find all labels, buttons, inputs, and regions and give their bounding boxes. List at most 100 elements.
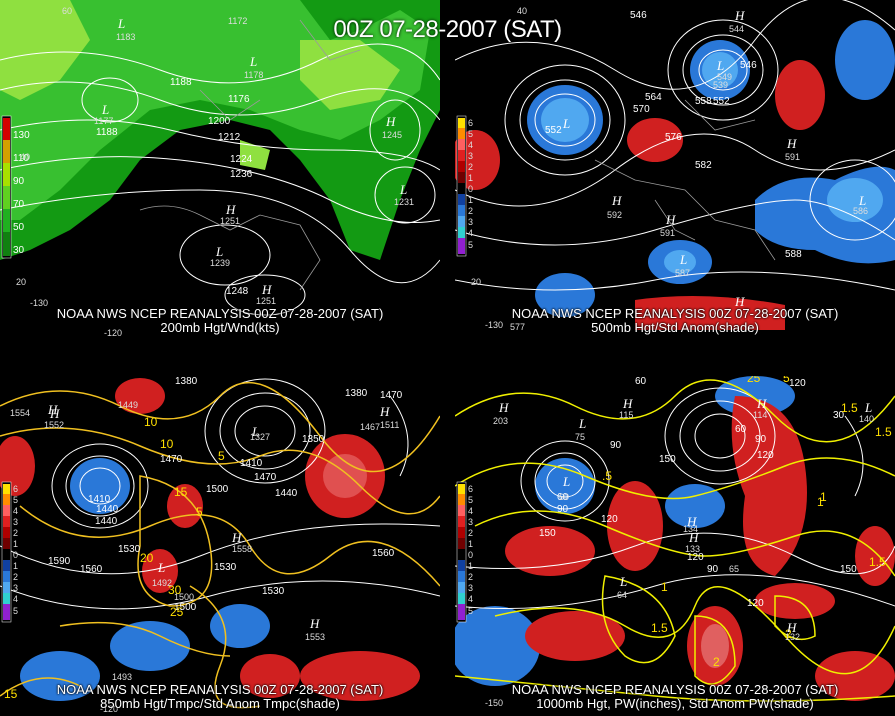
legend-label: 1 [468,539,473,549]
high-center-marker: H [498,400,509,415]
legend-label-130: 130 [13,130,30,141]
legend-label: 0 [13,550,18,560]
contour-label: 1380 [345,388,368,399]
lon-tick: -120 [100,704,118,714]
map-850mb: 6 5 4 3 2 1 0 1 2 3 4 5 1380 1470 1500 1… [0,376,440,714]
legend-label: 3 [468,151,473,161]
panel-caption-source: NOAA NWS NCEP REANALYSIS 00Z 07-28-2007 … [56,682,384,697]
pos-anom [300,651,420,701]
pos-anom [855,526,895,586]
legend-swatch-3 [3,163,10,186]
pos-anom [755,583,835,619]
pw-label: 1.5 [869,555,886,569]
center-value: 591 [785,152,800,162]
pos-anom [607,481,663,571]
legend-label: 6 [468,484,473,494]
contour-label: 546 [740,60,757,71]
temp-label: 5 [218,449,225,463]
center-value: 1492 [152,578,172,588]
contour-label: 1188 [170,77,192,88]
low-center-marker: L [864,400,872,415]
contour-label: 60 [735,424,747,435]
low-center-marker: L [679,252,687,267]
contour-label: 120 [757,450,774,461]
contour-label: 1560 [372,548,395,559]
low-center-marker: L [858,193,866,208]
legend-label: 3 [468,217,473,227]
high-center-marker: H [688,530,699,545]
contour-label: 552 [713,96,730,107]
legend-swatch-5 [3,209,10,232]
low-center-marker: L [249,54,257,69]
legend-1000mb: 6 5 4 3 2 1 0 1 2 3 4 5 [456,481,473,623]
contour-label: 552 [545,125,562,136]
panel-caption-source: NOAA NWS NCEP REANALYSIS 00Z 07-28-2007 … [56,306,384,321]
legend-label-90: 90 [13,176,25,187]
pw-contours-1000mb [455,379,895,702]
center-value: 1239 [210,258,230,268]
legend-label-110: 110 [13,153,29,164]
neg-anom [20,651,100,701]
contour-label: 1440 [95,516,118,527]
center-value: 134 [683,524,698,534]
lon-tick: -150 [485,698,503,708]
low-center-marker: L [101,102,109,117]
center-value: 1183 [116,32,135,42]
high-center-marker: H [261,282,272,297]
high-center-marker: H [786,136,797,151]
temp-label: 30 [168,583,182,597]
legend-label-70: 70 [13,199,25,210]
legend-label: 2 [468,528,473,538]
high-center-marker: H [309,616,320,631]
contour-label: 1560 [80,564,103,575]
contour-label: 150 [539,528,556,539]
legend-850mb: 6 5 4 3 2 1 0 1 2 3 4 5 [1,481,18,623]
map-1000mb: 6 5 4 3 2 1 0 1 2 3 4 5 60 120 90 120 90… [455,376,895,708]
lat-tick: 40 [517,6,527,16]
pos-anom-4 [635,296,785,330]
map-500mb: 6 5 4 3 2 1 0 1 2 3 4 5 546 546 552 558 … [455,0,895,332]
pw-label: 1 [817,495,824,509]
center-value: 549 [717,72,732,82]
panel-caption-source: NOAA NWS NCEP REANALYSIS 00Z 07-28-2007 … [511,682,839,697]
panel-200mb: 130 110 90 70 50 30 1188 1188 1176 1200 … [0,0,440,340]
center-value: 140 [859,414,874,424]
contour-label: 1380 [175,376,198,387]
temp-label: 20 [140,551,154,565]
pw-label: 1.5 [651,621,668,635]
panel-caption-field: 200mb Hgt/Wnd(kts) [160,320,280,335]
low-center-marker: L [215,244,223,259]
temp-label: 5 [196,505,203,519]
high-center-marker: H [665,212,676,227]
legend-label: 2 [468,206,473,216]
contour-label: 1410 [88,494,111,505]
legend-label: 5 [468,495,473,505]
neg-anom-6 [535,273,595,317]
contour-label: 1440 [275,488,298,499]
legend-label: 3 [468,517,473,527]
contour-label: 1176 [228,94,250,105]
legend-label: 2 [13,528,18,538]
legend-label: 5 [468,129,473,139]
pw-label: 1.5 [875,425,892,439]
legend-label: 3 [13,517,18,527]
contour-label: 150 [659,454,676,465]
contour-label: 1200 [208,116,231,127]
center-value: 65 [729,564,739,574]
center-value: 64 [617,590,627,600]
center-value: 1467 [360,422,380,432]
contour-label: 1530 [214,562,237,573]
legend-label: 2 [468,572,473,582]
legend-label: 6 [468,118,473,128]
pos-anom [115,378,165,414]
center-value: 586 [853,206,868,216]
legend-label-30: 30 [13,245,25,256]
legend-label: 4 [468,594,473,604]
panel-caption-field: 500mb Hgt/Std Anom(shade) [591,320,759,335]
center-value: 577 [510,322,525,332]
center-value: 1493 [112,672,132,682]
lon-tick: -130 [30,298,48,308]
legend-label: 1 [13,561,18,571]
page-title: 00Z 07-28-2007 (SAT) [333,16,562,43]
low-center-marker: L [716,58,724,73]
